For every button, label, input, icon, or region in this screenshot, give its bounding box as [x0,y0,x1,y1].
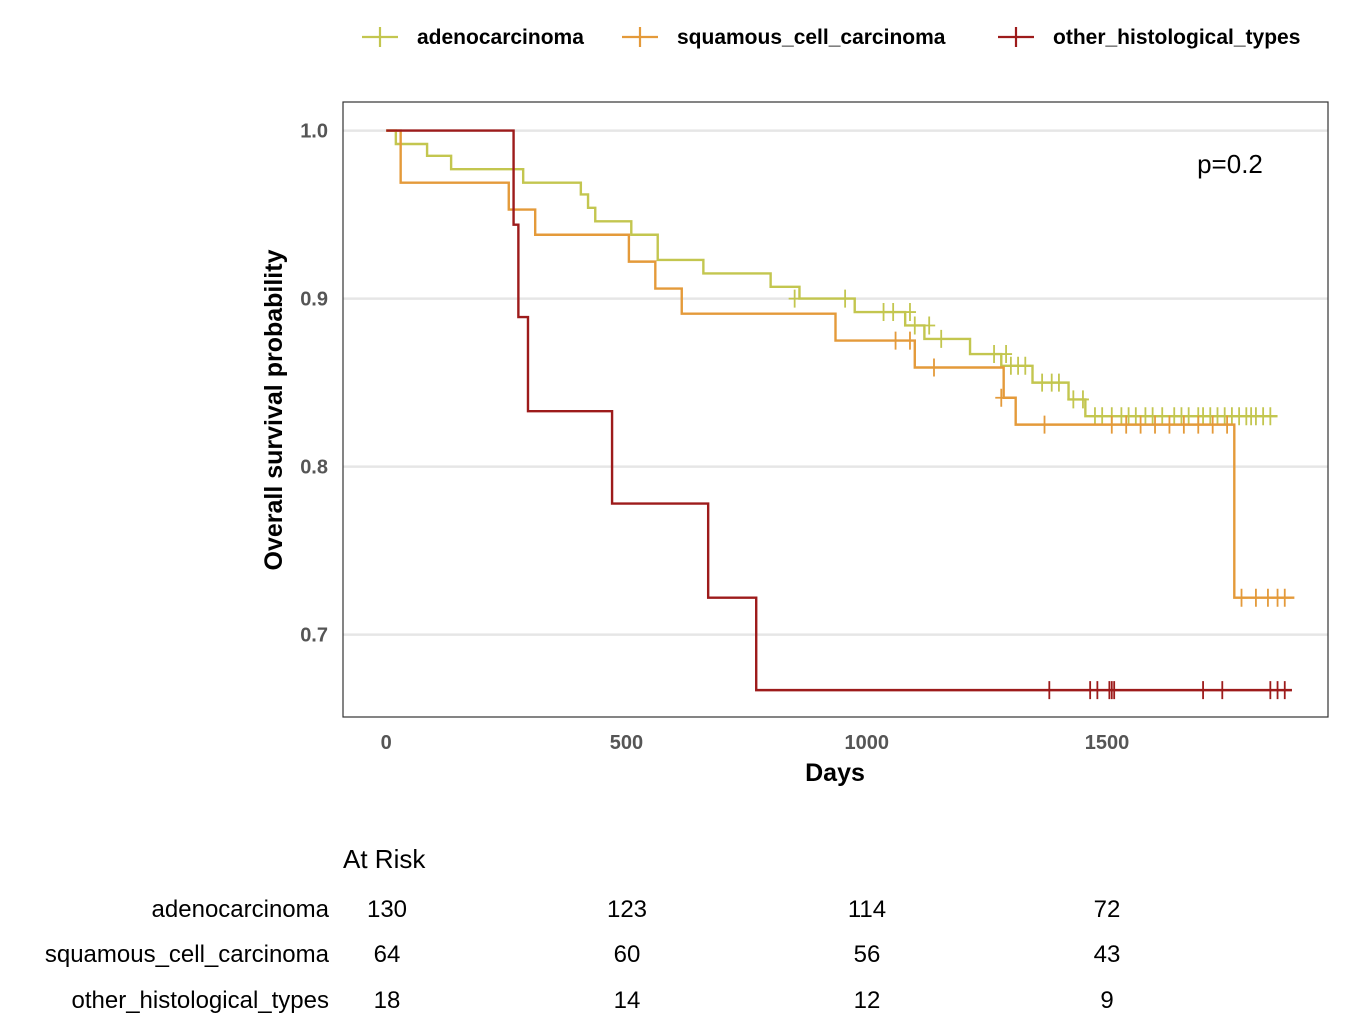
risk-value: 56 [853,941,881,968]
risk-value: 72 [1093,896,1121,923]
censor-mark [923,316,936,335]
risk-value: 43 [1093,941,1121,968]
censor-mark [1264,407,1277,426]
legend-key [622,27,658,47]
censor-mark [1156,407,1169,426]
censor-mark [1134,415,1147,434]
legend-key [998,27,1034,47]
y-axis-title: Overall survival probability [260,249,288,570]
censor-mark [1091,681,1104,700]
censor-mark [1206,415,1219,434]
censor-mark [1163,415,1176,434]
y-tick-label: 0.7 [300,625,328,647]
legend-label: other_histological_types [1053,26,1300,49]
risk-row-label: other_histological_types [71,987,330,1014]
censor-mark [935,329,948,348]
censor-mark [1120,415,1133,434]
censor-mark [1192,415,1205,434]
censor-mark [887,303,900,322]
risk-value: 18 [373,987,401,1014]
y-tick-label: 0.8 [300,457,328,479]
risk-row-label: squamous_cell_carcinoma [44,941,329,968]
censor-mark [1249,588,1262,607]
risk-row: squamous_cell_carcinoma 64 60 56 43 [0,941,1348,971]
legend-label: adenocarcinoma [417,26,584,49]
censor-mark [1216,681,1229,700]
risk-row: adenocarcinoma 130 123 114 72 [0,896,1348,926]
censor-mark [1149,415,1162,434]
survival-chart: adenocarcinoma squamous_cell_carcinoma oth… [260,26,1329,787]
x-tick-label: 0 [381,732,392,754]
y-tick-label: 1.0 [300,121,328,143]
censor-mark [1235,588,1248,607]
risk-table-title: At Risk [343,844,426,874]
censor-mark [1278,588,1291,607]
censor-mark [1221,415,1234,434]
legend-label: squamous_cell_carcinoma [677,26,946,49]
survival-curve [386,129,1295,599]
x-axis-title: Days [805,759,865,787]
risk-row: other_histological_types 18 14 12 9 [0,987,1348,1017]
censor-mark [1000,345,1013,364]
legend-key [362,27,398,47]
censor-mark [908,316,921,335]
x-tick-label: 1500 [1085,732,1130,754]
x-axis-ticks: 0 500 1000 1500 [381,732,1130,754]
survival-curve [386,129,1278,418]
censor-mark [1177,415,1190,434]
risk-value: 123 [606,896,648,923]
y-axis-ticks: 0.7 0.8 0.9 1.0 [300,121,328,647]
risk-row-label: adenocarcinoma [151,896,329,923]
censor-mark [1108,681,1121,700]
censor-mark [1197,681,1210,700]
censor-mark [1076,390,1089,409]
series-squamous_cell_carcinoma [386,129,1295,607]
censor-mark [839,289,852,308]
survival-curve [386,129,1292,692]
censor-mark [1038,415,1051,434]
series-adenocarcinoma [386,129,1278,426]
legend-item: squamous_cell_carcinoma [622,26,946,49]
y-gridlines [343,129,1328,636]
risk-value: 64 [373,941,401,968]
censor-mark [889,331,902,350]
censor-mark [788,289,801,308]
legend-item: other_histological_types [998,26,1300,49]
y-tick-label: 0.9 [300,289,328,311]
censor-mark [903,331,916,350]
series-other_histological_types [386,129,1292,700]
risk-value: 130 [366,896,408,923]
risk-value: 114 [847,896,887,923]
risk-value: 12 [853,987,881,1014]
risk-table: At Risk adenocarcinoma 130 123 114 72 sq… [0,830,1348,1028]
censor-mark [903,303,916,322]
censor-mark [995,388,1008,407]
risk-value: 9 [1100,987,1114,1014]
survival-curves [386,129,1295,700]
plot-panel-border [342,101,1329,718]
risk-value: 60 [613,941,641,968]
risk-value: 14 [613,987,641,1014]
censor-mark [1105,415,1118,434]
censor-mark [928,358,940,377]
censor-mark [1043,681,1056,700]
legend-item: adenocarcinoma [362,26,584,49]
x-tick-label: 1000 [844,732,889,754]
x-tick-label: 500 [610,732,643,754]
censor-mark [1052,373,1065,392]
censor-mark [1278,681,1291,700]
p-value-annotation: p=0.2 [1197,149,1263,179]
censor-mark [1019,356,1032,375]
censor-mark [988,345,1001,364]
legend: adenocarcinoma squamous_cell_carcinoma oth… [362,26,1300,49]
